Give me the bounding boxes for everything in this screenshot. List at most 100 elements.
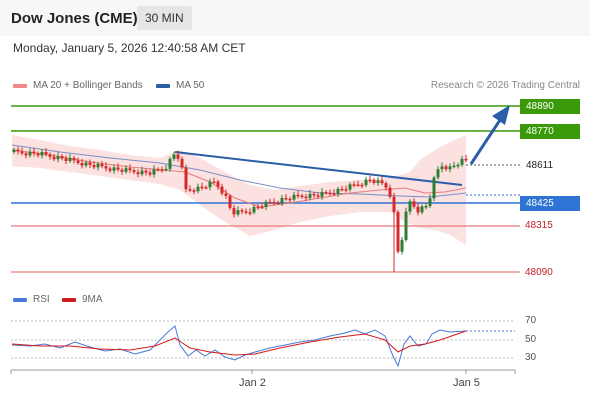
level-tag-last-price: 48611 bbox=[520, 158, 580, 173]
candle-body bbox=[244, 211, 248, 213]
candle-body bbox=[188, 189, 192, 191]
candle-body bbox=[128, 168, 132, 171]
candle-body bbox=[200, 186, 204, 189]
candle-body bbox=[32, 151, 36, 154]
legend-ma50: MA 50 bbox=[156, 80, 204, 91]
candle-body bbox=[412, 201, 416, 207]
candle-body bbox=[52, 156, 56, 160]
candle-body bbox=[332, 193, 336, 195]
candle-body bbox=[404, 211, 408, 240]
candle-body bbox=[16, 149, 20, 152]
candle-body bbox=[12, 149, 16, 152]
candle-body bbox=[284, 198, 288, 200]
candle-body bbox=[352, 184, 356, 186]
candle-body bbox=[184, 167, 188, 190]
candle-body bbox=[280, 198, 284, 203]
level-tag-pivot: 48425 bbox=[520, 196, 580, 211]
candle-body bbox=[268, 201, 272, 204]
trendline bbox=[174, 151, 463, 186]
bollinger-band bbox=[12, 135, 466, 245]
candle-body bbox=[260, 206, 264, 209]
rsi-9ma-swatch bbox=[62, 297, 76, 302]
candle-body bbox=[384, 183, 388, 188]
level-support-1: 48315 bbox=[525, 220, 553, 231]
source-credit: Research © 2026 Trading Central bbox=[430, 80, 580, 91]
candle-body bbox=[388, 187, 392, 197]
candle-body bbox=[60, 156, 64, 159]
legend-ma20-label: MA 20 + Bollinger Bands bbox=[33, 80, 143, 91]
candle-body bbox=[308, 193, 312, 199]
candle-body bbox=[64, 158, 68, 161]
candle-body bbox=[96, 163, 100, 168]
candle-body bbox=[176, 154, 180, 159]
candle-body bbox=[264, 201, 268, 207]
candle-body bbox=[288, 198, 292, 201]
candle-body bbox=[68, 157, 72, 161]
timeframe-button[interactable]: 30 MIN bbox=[137, 6, 192, 30]
candle-body bbox=[340, 188, 344, 191]
candle-body bbox=[376, 180, 380, 183]
legend-ma20: MA 20 + Bollinger Bands bbox=[13, 80, 143, 91]
candle-body bbox=[312, 193, 316, 196]
candle-body bbox=[148, 172, 152, 175]
candle-body bbox=[276, 202, 280, 205]
candle-body bbox=[24, 153, 28, 156]
level-support-2: 48090 bbox=[525, 267, 553, 278]
candle-body bbox=[100, 163, 104, 167]
candle-body bbox=[116, 167, 120, 170]
candle-body bbox=[144, 170, 148, 173]
candle-body bbox=[120, 169, 124, 172]
rsi-level-30: 30 bbox=[525, 352, 537, 363]
legend-rsi-label: RSI bbox=[33, 294, 50, 305]
candle-body bbox=[236, 210, 240, 215]
rsi-line bbox=[11, 325, 467, 368]
candle-body bbox=[92, 165, 96, 168]
candle-body bbox=[256, 206, 260, 209]
candle-body bbox=[180, 158, 184, 168]
level-tag-resistance-2: 48890 bbox=[520, 99, 580, 114]
candle-body bbox=[320, 192, 324, 197]
candle-body bbox=[156, 169, 160, 171]
ma20-swatch bbox=[13, 83, 27, 88]
rsi-level-50: 50 bbox=[525, 334, 537, 345]
candle-body bbox=[448, 166, 452, 170]
candle-body bbox=[80, 163, 84, 166]
candle-body bbox=[28, 151, 32, 156]
candle-body bbox=[76, 160, 80, 163]
candle-body bbox=[292, 194, 296, 200]
candle-body bbox=[212, 181, 216, 184]
candle-body bbox=[40, 152, 44, 156]
legend-rsi-9ma-label: 9MA bbox=[82, 294, 103, 305]
ma50-swatch bbox=[156, 83, 170, 88]
legend-ma50-label: MA 50 bbox=[176, 80, 205, 91]
candle-body bbox=[252, 206, 256, 213]
candle-body bbox=[84, 162, 88, 166]
candle-body bbox=[88, 162, 92, 165]
candle-body bbox=[208, 181, 212, 188]
candle-body bbox=[104, 166, 108, 169]
candle-body bbox=[464, 158, 468, 161]
candle-body bbox=[364, 179, 368, 186]
candlesticks bbox=[12, 146, 468, 272]
legend-rsi-9ma: 9MA bbox=[62, 294, 103, 305]
candle-body bbox=[324, 192, 328, 194]
candle-body bbox=[316, 195, 320, 197]
candle-body bbox=[336, 188, 340, 194]
candle-body bbox=[400, 239, 404, 252]
candle-body bbox=[192, 190, 196, 192]
candle-body bbox=[416, 206, 420, 213]
candle-body bbox=[444, 166, 448, 170]
header-bar: Dow Jones (CME) 30 MIN bbox=[0, 0, 590, 36]
candle-body bbox=[220, 186, 224, 194]
candle-body bbox=[304, 196, 308, 199]
rsi-level-70: 70 bbox=[525, 315, 537, 326]
candle-body bbox=[348, 184, 352, 190]
ma50-line bbox=[11, 144, 467, 198]
candle-body bbox=[240, 210, 244, 212]
arrow-head bbox=[492, 105, 510, 125]
candle-body bbox=[428, 198, 432, 206]
timestamp: Monday, January 5, 2026 12:40:58 AM CET bbox=[13, 41, 246, 55]
candle-body bbox=[460, 158, 464, 165]
candle-body bbox=[48, 154, 52, 157]
